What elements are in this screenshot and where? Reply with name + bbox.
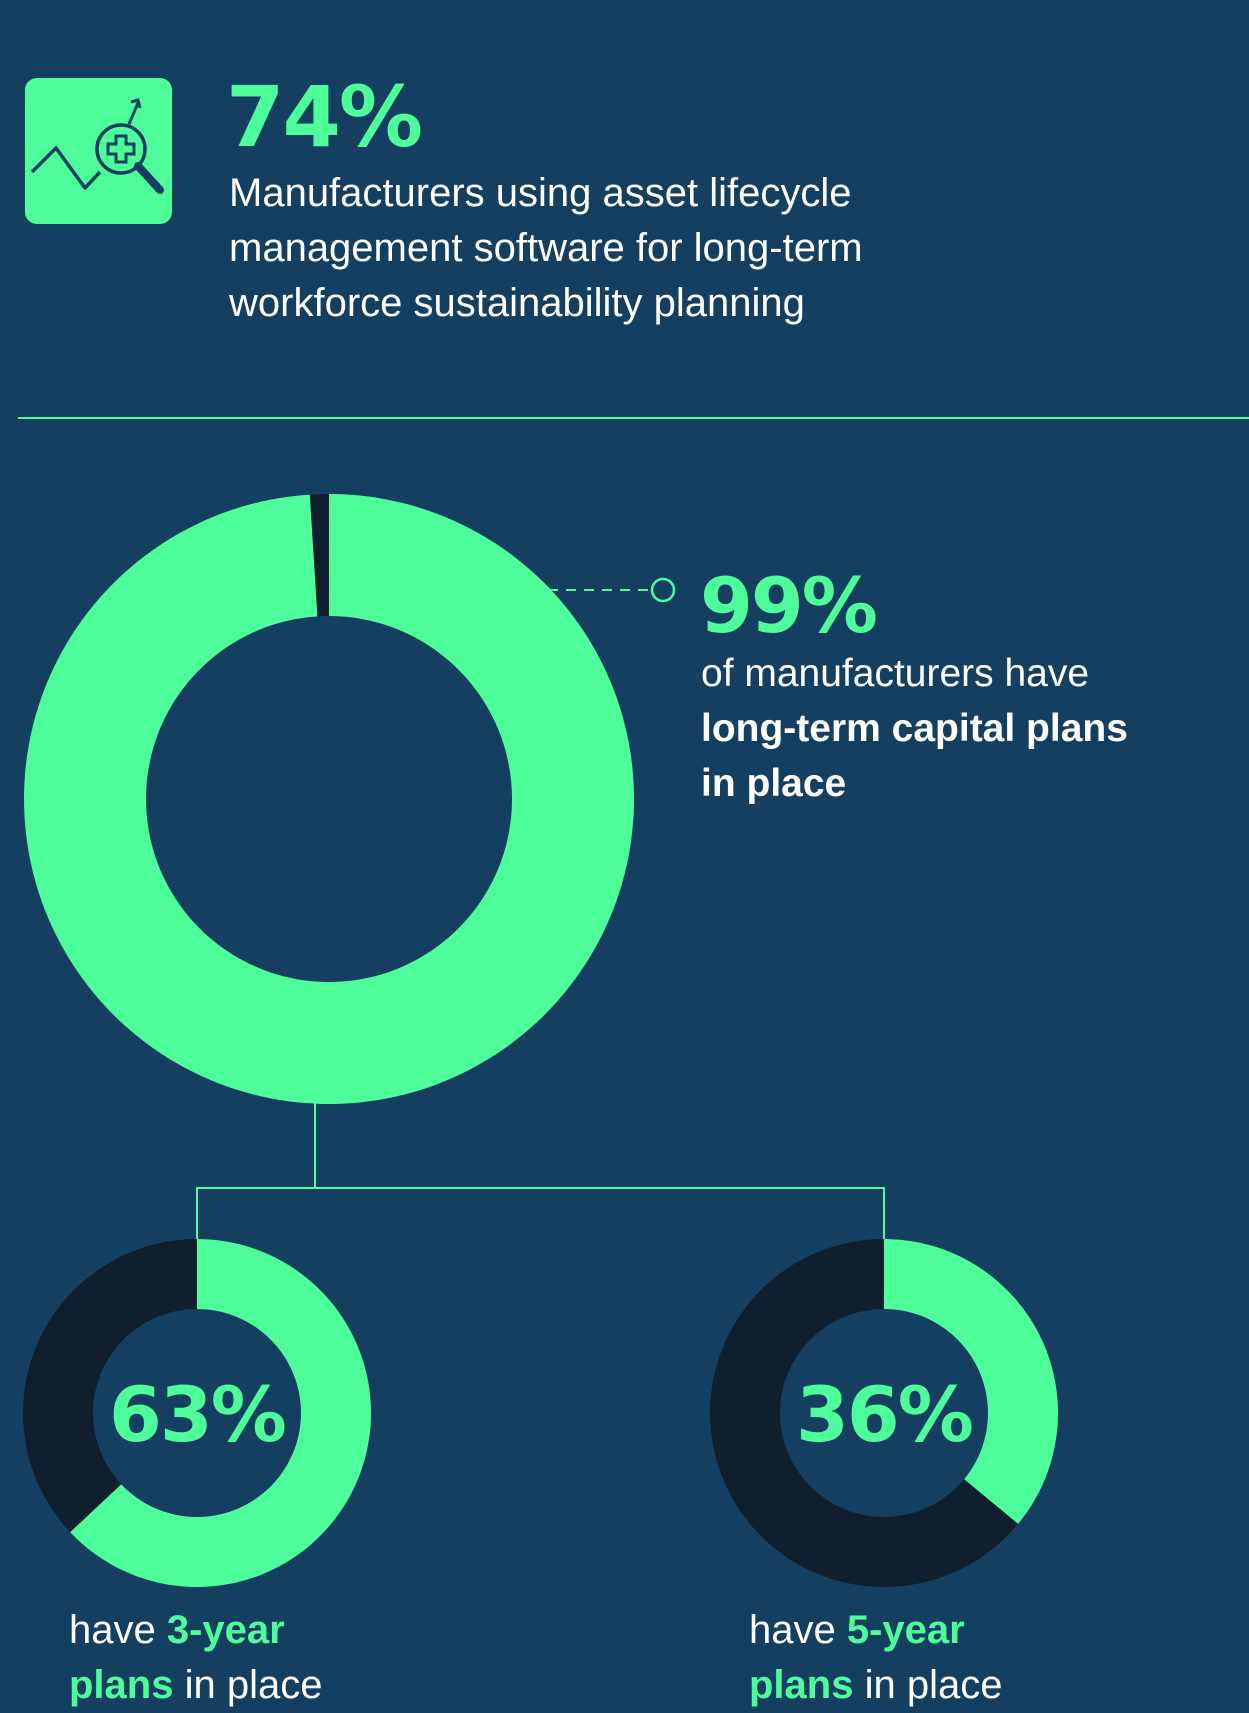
caption-highlight: 5-year (846, 1608, 965, 1652)
header-stat-value: 74% (226, 68, 423, 166)
caption-highlight: plans (69, 1663, 174, 1707)
tree-connector (196, 1103, 885, 1240)
trend-magnifier-health-icon (25, 78, 172, 224)
main-stat-bold-line: long-term capital plans (701, 707, 1128, 750)
caption-text: have (749, 1608, 847, 1652)
donut-chart-capital-plans (23, 494, 634, 1104)
main-stat-description: of manufacturers have long-term capital … (701, 646, 1241, 811)
header-description: Manufacturers using asset lifecycle mana… (229, 166, 1229, 331)
donut-5-year-value: 36% (796, 1370, 974, 1459)
header-description-line: workforce sustainability planning (229, 281, 805, 325)
donut-slice-remainder (22, 1239, 197, 1533)
caption-highlight: plans (749, 1663, 854, 1707)
donut-3-year-value: 63% (109, 1370, 287, 1459)
callout-connector (548, 577, 676, 603)
caption-text: have (69, 1608, 167, 1652)
caption-5-year: have 5-year plans in place (749, 1603, 1229, 1713)
main-stat-line: of manufacturers have (701, 652, 1090, 695)
caption-text: in place (173, 1663, 323, 1707)
header-description-line: management software for long-term (229, 226, 863, 270)
donut-chart-3-year-plans (22, 1239, 371, 1587)
caption-highlight: 3-year (166, 1608, 285, 1652)
donut-slice-primary (23, 494, 634, 1104)
main-stat-value: 99% (700, 561, 878, 650)
main-stat-bold-line: in place (701, 762, 847, 805)
donut-slice-primary (70, 1239, 371, 1587)
caption-3-year: have 3-year plans in place (69, 1603, 569, 1713)
caption-text: in place (853, 1663, 1003, 1707)
donut-chart-5-year-plans (710, 1239, 1058, 1587)
donut-slice-primary (884, 1239, 1058, 1524)
header-description-line: Manufacturers using asset lifecycle (229, 171, 852, 215)
donut-slice-remainder (309, 494, 329, 617)
donut-slice-remainder (710, 1239, 1019, 1587)
